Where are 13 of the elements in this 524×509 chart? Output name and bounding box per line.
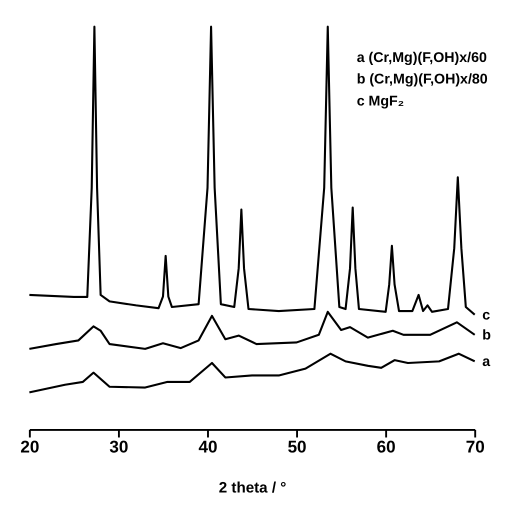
x-tick-label: 20: [20, 438, 40, 457]
series-label: a: [482, 354, 490, 370]
annotation: b (Cr,Mg)(F,OH)x/80: [356, 72, 488, 88]
x-tick-label: 60: [376, 438, 396, 457]
x-tick-label: 70: [466, 438, 485, 457]
annotation: c MgF₂: [356, 93, 404, 110]
x-tick-label: 50: [288, 438, 307, 457]
x-tick-label: 30: [109, 438, 128, 457]
series-label: b: [482, 328, 492, 344]
x-tick-label: 40: [198, 438, 218, 457]
annotation: a (Cr,Mg)(F,OH)x/60: [356, 50, 488, 66]
series-label: c: [482, 307, 490, 324]
x-axis-title: 2 theta / °: [218, 479, 286, 496]
